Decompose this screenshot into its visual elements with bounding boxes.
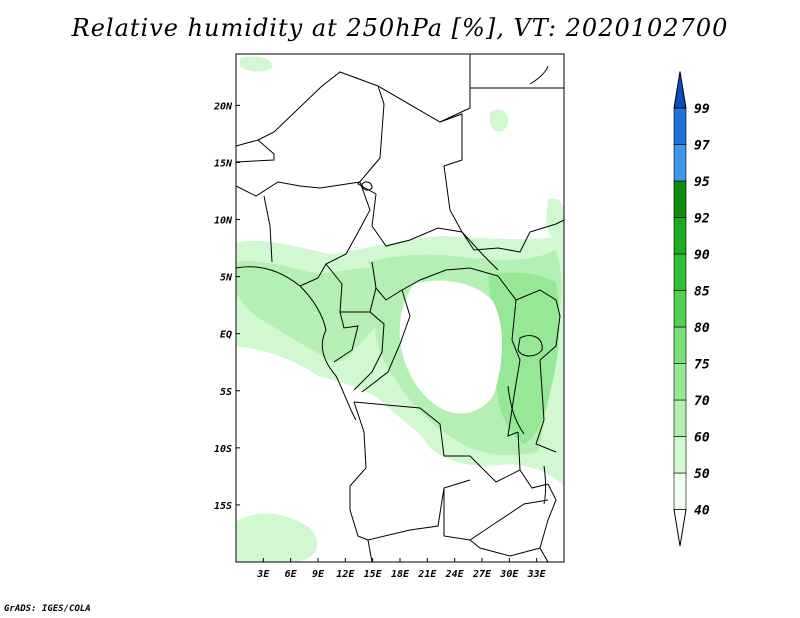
- colorbar-band: [673, 399, 687, 437]
- colorbar-band: [673, 290, 687, 328]
- colorbar-level-label: 85: [694, 285, 710, 300]
- border-ethiopia: [529, 219, 565, 233]
- x-tick-label: 9E: [312, 569, 325, 580]
- x-axis: 3E 6E 9E 12E 15E 18E 21E 24E 27E 30E 33E: [256, 558, 547, 580]
- humidity-region-southwest: [236, 513, 318, 562]
- lake-tanganyika: [507, 385, 525, 435]
- border-angola: [349, 401, 471, 541]
- x-tick-label: 24E: [445, 569, 465, 580]
- y-tick-label: EQ: [220, 330, 232, 341]
- border-drc-north: [361, 289, 411, 393]
- x-tick-label: 12E: [336, 569, 355, 580]
- colorbar-level-label: 95: [694, 175, 710, 190]
- y-tick-label: 10N: [214, 216, 233, 227]
- colorbar-band: [673, 144, 687, 182]
- colorbar-band: [673, 180, 687, 218]
- country-borders: [235, 54, 565, 563]
- colorbar-level-label: 70: [694, 394, 710, 409]
- colorbar-level-label: 90: [694, 248, 710, 263]
- border-congo-drc: [353, 311, 385, 391]
- coastline-red-sea: [529, 65, 549, 85]
- border-nigeria-cameroon: [299, 181, 371, 287]
- y-tick-label: 10S: [214, 444, 232, 455]
- colorbar-band: [673, 107, 687, 145]
- border-benin: [263, 195, 273, 263]
- border-zimbabwe: [469, 539, 541, 557]
- colorbar: 40 50 60 70 75 80 85 90 92 95 97 99: [673, 71, 710, 547]
- lake-victoria: [517, 335, 543, 357]
- colorbar-level-label: 92: [694, 212, 710, 227]
- colorbar-level-label: 99: [694, 102, 710, 117]
- humidity-region-congo-dry: [399, 280, 502, 414]
- y-tick-label: 5N: [220, 273, 233, 284]
- y-tick-label: 15S: [214, 501, 232, 512]
- border-nigeria-north: [235, 181, 361, 197]
- colorbar-level-label: 80: [694, 321, 710, 336]
- border-car-south: [371, 261, 499, 301]
- colorbar-band: [673, 217, 687, 255]
- humidity-region-east-edge: [546, 198, 564, 246]
- colorbar-level-label: 40: [694, 504, 710, 519]
- coastline-west-africa: [235, 266, 357, 421]
- x-tick-label: 18E: [391, 569, 410, 580]
- border-mozambique: [539, 483, 557, 563]
- border-tanzania: [535, 359, 557, 453]
- humidity-region-northwest-spot: [240, 56, 273, 72]
- border-drc-south: [353, 401, 521, 483]
- x-tick-label: 6E: [285, 569, 298, 580]
- colorbar-band: [673, 363, 687, 401]
- grads-credit: GrADS: IGES/COLA: [4, 604, 91, 614]
- humidity-region-east: [488, 272, 560, 444]
- colorbar-level-label: 50: [694, 467, 710, 482]
- lake-chad: [361, 181, 373, 191]
- colorbar-level-label: 75: [694, 358, 710, 373]
- border-gabon: [333, 311, 359, 363]
- lake-malawi: [543, 465, 546, 505]
- y-tick-label: 5S: [220, 387, 232, 398]
- colorbar-band: [673, 326, 687, 364]
- border-car-north: [371, 225, 499, 271]
- colorbar-band: [673, 253, 687, 291]
- humidity-region-west-coast: [236, 261, 401, 362]
- border-uganda-kenya: [515, 289, 561, 361]
- map-title: Relative humidity at 250hPa [%], VT: 202…: [71, 14, 729, 42]
- colorbar-level-label: 97: [694, 139, 710, 154]
- border-south-sudan: [473, 231, 531, 253]
- colorbar-level-label: 60: [694, 431, 710, 446]
- border-chad-west: [357, 85, 385, 227]
- border-namibia: [367, 539, 373, 563]
- border-niger-west: [235, 139, 275, 163]
- humidity-region-north-spot: [490, 109, 509, 132]
- x-tick-label: 33E: [527, 569, 547, 580]
- border-zambia: [443, 488, 549, 541]
- map-panel: 3E 6E 9E 12E 15E 18E 21E 24E 27E 30E 33E 20N 15N 10N…: [213, 53, 565, 580]
- colorbar-above-range-triangle: [673, 71, 687, 109]
- x-tick-label: 21E: [417, 569, 437, 580]
- colorbar-band: [673, 472, 687, 510]
- x-tick-label: 3E: [256, 569, 270, 580]
- colorbar-below-range-triangle: [673, 509, 687, 547]
- colorbar-band: [673, 436, 687, 474]
- y-tick-label: 20N: [213, 101, 233, 112]
- y-axis: 20N 15N 10N 5N EQ 5S 10S 15S: [213, 101, 240, 512]
- y-tick-label: 15N: [214, 158, 233, 169]
- x-tick-label: 27E: [472, 569, 492, 580]
- x-tick-label: 30E: [499, 569, 519, 580]
- x-tick-label: 15E: [364, 569, 383, 580]
- border-zambia-malawi: [519, 469, 549, 489]
